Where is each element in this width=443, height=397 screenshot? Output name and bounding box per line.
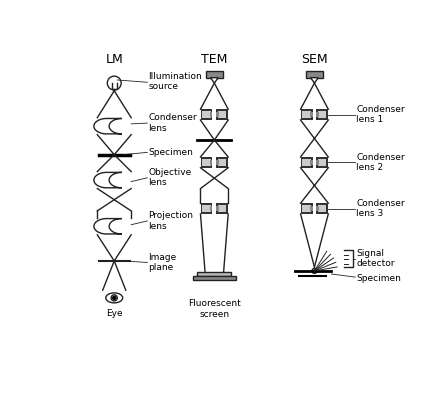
Polygon shape (94, 172, 122, 188)
Text: TEM: TEM (201, 53, 228, 66)
Text: Objective
lens: Objective lens (148, 168, 191, 187)
Circle shape (111, 295, 117, 301)
Bar (310, 160, 312, 165)
Bar (303, 158, 311, 166)
Circle shape (107, 76, 121, 90)
Text: Fluorescent
screen: Fluorescent screen (188, 299, 241, 319)
Text: Condenser
lens 2: Condenser lens 2 (356, 153, 404, 172)
Bar (193, 276, 236, 280)
Bar (201, 109, 212, 120)
Bar (316, 157, 328, 168)
Bar (310, 206, 312, 211)
Bar (301, 203, 312, 214)
Bar (310, 112, 312, 117)
Text: LM: LM (105, 53, 123, 66)
Text: Condenser
lens 3: Condenser lens 3 (356, 199, 404, 218)
Polygon shape (311, 78, 318, 83)
Bar (202, 111, 211, 118)
Text: Specimen: Specimen (148, 148, 193, 157)
Polygon shape (210, 78, 218, 83)
Bar (318, 205, 326, 212)
Text: Specimen: Specimen (356, 274, 401, 283)
Bar (216, 157, 228, 168)
Bar (201, 157, 212, 168)
Text: Eye: Eye (106, 309, 123, 318)
Circle shape (312, 268, 317, 274)
Text: Signal
detector: Signal detector (356, 249, 395, 268)
Bar (316, 206, 319, 211)
Circle shape (113, 296, 116, 299)
Bar (216, 203, 228, 214)
Bar (306, 71, 323, 78)
Bar (202, 158, 211, 166)
Bar (318, 158, 326, 166)
Bar (202, 205, 211, 212)
Bar (318, 111, 326, 118)
Ellipse shape (106, 293, 123, 303)
Text: Condenser
lens 1: Condenser lens 1 (356, 105, 404, 124)
Bar (216, 112, 218, 117)
Bar (316, 203, 328, 214)
Bar (303, 205, 311, 212)
Bar (216, 109, 228, 120)
Text: Illumination
source: Illumination source (148, 72, 202, 91)
Bar (216, 160, 218, 165)
Bar (216, 206, 218, 211)
Bar (316, 160, 319, 165)
Bar (210, 206, 212, 211)
Text: Projection
lens: Projection lens (148, 211, 193, 231)
Bar (198, 272, 231, 276)
Polygon shape (94, 219, 122, 234)
Text: Condenser
lens: Condenser lens (148, 114, 197, 133)
Bar (218, 111, 226, 118)
Polygon shape (94, 118, 122, 134)
Text: SEM: SEM (301, 53, 328, 66)
Bar (316, 112, 319, 117)
Bar (218, 158, 226, 166)
Bar (303, 111, 311, 118)
Bar (218, 205, 226, 212)
Bar (301, 157, 312, 168)
Bar (301, 109, 312, 120)
Bar (206, 71, 223, 78)
Text: Image
plane: Image plane (148, 253, 176, 272)
Bar (201, 203, 212, 214)
Bar (210, 112, 212, 117)
Bar (316, 109, 328, 120)
Bar (210, 160, 212, 165)
